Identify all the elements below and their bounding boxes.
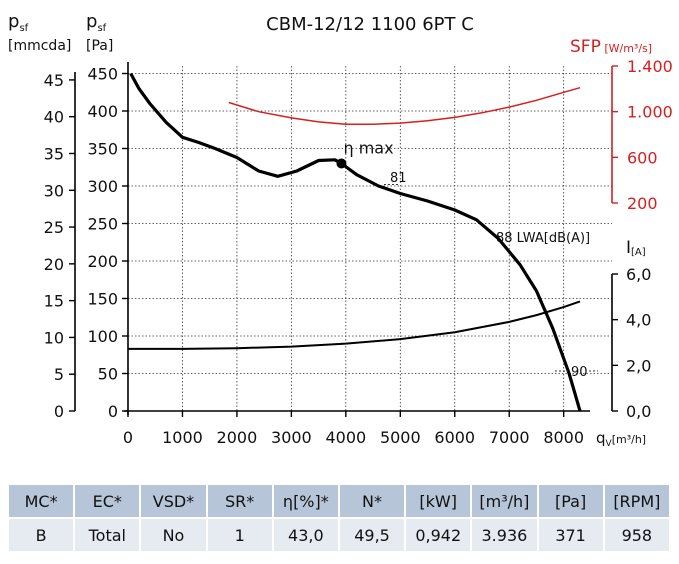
y-sfp-tick-label: 200	[627, 194, 658, 213]
iso-90-label: 90	[571, 365, 588, 380]
y-pa-tick-label: 150	[87, 290, 118, 309]
iso-88-label: 88 LWA[dB(A)]	[496, 231, 590, 246]
y-current-label: I[A]	[626, 238, 646, 258]
x-tick-label: 6000	[434, 428, 475, 447]
fan-performance-chart: 0 1000 2000 3000 4000 5000 6000 7000 80000501001…	[8, 11, 673, 449]
y-mmcda-tick-label: 0	[54, 402, 64, 421]
spec-header-kw: [kW]	[404, 483, 473, 519]
y-current-tick-label: 0,0	[626, 402, 651, 421]
y-mmcda-tick-label: 45	[44, 71, 64, 90]
current-curve	[128, 300, 581, 350]
y-mmcda-unit: [mmcda]	[8, 38, 71, 54]
y-pa-label: psf	[86, 11, 107, 34]
y-mmcda-label: psf	[8, 11, 29, 34]
x-axis-label: qV[m³/h]	[596, 429, 646, 449]
spec-header-ec: EC*	[73, 483, 142, 519]
y-mmcda-tick-label: 25	[44, 218, 64, 237]
spec-header-sr: SR*	[205, 483, 274, 519]
x-tick-label: 7000	[489, 428, 530, 447]
y-pa-tick-label: 50	[98, 365, 118, 384]
spec-header-rpm: [RPM]	[602, 483, 672, 519]
spec-value-rpm: 958	[602, 517, 672, 553]
spec-value-efficiency: 43,0	[271, 517, 340, 553]
x-tick-label: 2000	[217, 428, 258, 447]
spec-value-row: B Total No 1 43,0 49,5 0,942 3.936 371 9…	[6, 517, 672, 553]
y-current-tick-label: 6,0	[626, 265, 651, 284]
x-tick-label: 0	[123, 428, 133, 447]
spec-value-vsd: No	[139, 517, 208, 553]
x-tick-label: 4000	[325, 428, 366, 447]
spec-header-pa: [Pa]	[536, 483, 605, 519]
y-mmcda-tick-label: 35	[44, 144, 64, 163]
y-current-tick-label: 2,0	[626, 356, 651, 375]
eta-max-point	[336, 158, 347, 169]
fan-spec-table: MC* EC* VSD* SR* η[%]* N* [kW] [m³/h] [P…	[6, 483, 672, 553]
spec-value-n: 49,5	[337, 517, 407, 553]
y-pa-tick-label: 0	[108, 402, 118, 421]
x-tick-label: 3000	[271, 428, 312, 447]
y-pa-tick-label: 300	[87, 177, 118, 196]
y-sfp-label: SFP [W/m³/s]	[570, 37, 652, 57]
y-mmcda-tick-label: 40	[44, 108, 64, 127]
x-tick-label: 8000	[543, 428, 584, 447]
chart-grid	[128, 66, 612, 411]
spec-value-ec: Total	[73, 517, 142, 553]
y-mmcda-tick-label: 5	[54, 365, 64, 384]
spec-header-flow: [m³/h]	[470, 483, 539, 519]
y-current-tick-label: 4,0	[626, 311, 651, 330]
chart-labels: 0 1000 2000 3000 4000 5000 6000 7000 80000501001…	[8, 11, 673, 449]
y-pa-tick-label: 100	[87, 327, 118, 346]
spec-value-kw: 0,942	[404, 517, 473, 553]
spec-value-mc: B	[6, 517, 76, 553]
spec-value-pa: 371	[536, 517, 605, 553]
spec-header-n: N*	[337, 483, 407, 519]
y-sfp-tick-label: 1.000	[627, 103, 673, 122]
y-mmcda-tick-label: 10	[44, 328, 64, 347]
y-sfp-tick-label: 600	[627, 148, 658, 167]
spec-value-flow: 3.936	[470, 517, 539, 553]
spec-header-vsd: VSD*	[139, 483, 208, 519]
y-pa-tick-label: 400	[87, 102, 118, 121]
pressure-curve	[129, 72, 582, 412]
x-tick-label: 5000	[380, 428, 421, 447]
spec-header-row: MC* EC* VSD* SR* η[%]* N* [kW] [m³/h] [P…	[6, 483, 672, 519]
y-mmcda-tick-label: 20	[44, 255, 64, 274]
y-pa-unit: [Pa]	[86, 38, 113, 54]
chart-title: CBM-12/12 1100 6PT C	[266, 14, 474, 35]
y-mmcda-tick-label: 30	[44, 181, 64, 200]
y-sfp-tick-label: 1.400	[627, 57, 673, 76]
chart-axes	[69, 62, 618, 417]
spec-value-sr: 1	[205, 517, 274, 553]
spec-header-efficiency: η[%]*	[271, 483, 340, 519]
sfp-curve	[228, 86, 581, 125]
y-pa-tick-label: 350	[87, 140, 118, 159]
y-pa-tick-label: 250	[87, 215, 118, 234]
y-pa-tick-label: 200	[87, 252, 118, 271]
eta-max-label: η max	[343, 139, 393, 158]
chart-series	[128, 72, 598, 412]
x-tick-label: 1000	[162, 428, 203, 447]
y-pa-tick-label: 450	[87, 65, 118, 84]
iso-81-label: 81	[390, 171, 407, 186]
y-mmcda-tick-label: 15	[44, 292, 64, 311]
spec-header-mc: MC*	[6, 483, 76, 519]
